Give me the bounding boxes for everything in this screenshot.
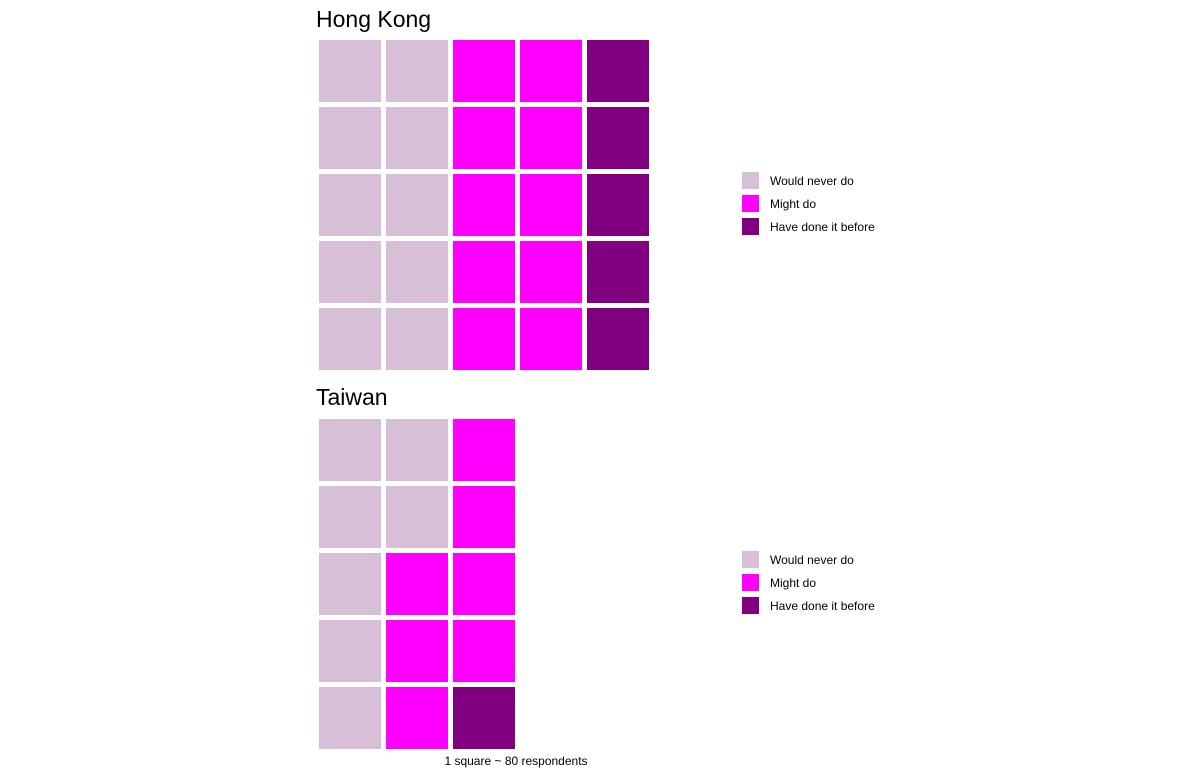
waffle-square-might-do <box>453 241 515 303</box>
waffle-square-would-never-do <box>386 419 448 481</box>
legend-swatch <box>742 218 759 235</box>
legend-label: Would never do <box>770 553 854 567</box>
waffle-square-might-do <box>453 40 515 102</box>
legend-label: Have done it before <box>770 599 875 613</box>
legend-swatch <box>742 551 759 568</box>
legend-swatch <box>742 172 759 189</box>
waffle-square-would-never-do <box>386 174 448 236</box>
waffle-square-might-do <box>520 174 582 236</box>
legend-swatch <box>742 574 759 591</box>
waffle-square-would-never-do <box>319 241 381 303</box>
waffle-square-might-do <box>386 553 448 615</box>
legend-item-might-do: Might do <box>742 195 942 213</box>
legend-swatch <box>742 597 759 614</box>
waffle-grid-hong-kong <box>319 40 659 380</box>
waffle-square-have-done-it-before <box>587 40 649 102</box>
legend-swatch <box>742 195 759 212</box>
waffle-square-would-never-do <box>319 687 381 749</box>
waffle-square-would-never-do <box>319 174 381 236</box>
waffle-square-would-never-do <box>319 107 381 169</box>
waffle-square-might-do <box>453 553 515 615</box>
waffle-square-might-do <box>453 620 515 682</box>
waffle-square-have-done-it-before <box>453 687 515 749</box>
waffle-grid-taiwan <box>319 419 659 759</box>
waffle-square-might-do <box>386 620 448 682</box>
waffle-square-might-do <box>520 40 582 102</box>
waffle-square-have-done-it-before <box>587 308 649 370</box>
waffle-square-would-never-do <box>319 620 381 682</box>
waffle-square-would-never-do <box>319 308 381 370</box>
legend-item-have-done-it-before: Have done it before <box>742 218 942 236</box>
waffle-square-have-done-it-before <box>587 107 649 169</box>
chart-title-hong-kong: Hong Kong <box>316 6 432 32</box>
legend-taiwan: Would never do Might do Have done it bef… <box>742 551 942 621</box>
waffle-square-might-do <box>453 107 515 169</box>
legend-label: Would never do <box>770 174 854 188</box>
legend-item-would-never-do: Would never do <box>742 551 942 569</box>
waffle-square-might-do <box>386 687 448 749</box>
waffle-square-would-never-do <box>319 40 381 102</box>
waffle-square-would-never-do <box>319 419 381 481</box>
waffle-square-would-never-do <box>386 486 448 548</box>
legend-item-would-never-do: Would never do <box>742 172 942 190</box>
waffle-square-have-done-it-before <box>587 241 649 303</box>
legend-label: Might do <box>770 197 817 211</box>
legend-item-might-do: Might do <box>742 574 942 592</box>
waffle-square-might-do <box>453 419 515 481</box>
chart-caption: 1 square ~ 80 respondents <box>444 754 588 768</box>
waffle-square-might-do <box>520 241 582 303</box>
waffle-square-have-done-it-before <box>587 174 649 236</box>
waffle-square-would-never-do <box>386 40 448 102</box>
legend-label: Might do <box>770 576 817 590</box>
waffle-square-would-never-do <box>319 486 381 548</box>
waffle-square-might-do <box>520 107 582 169</box>
waffle-square-might-do <box>453 486 515 548</box>
waffle-square-would-never-do <box>386 308 448 370</box>
waffle-square-might-do <box>520 308 582 370</box>
waffle-square-would-never-do <box>319 553 381 615</box>
legend-label: Have done it before <box>770 220 875 234</box>
waffle-square-would-never-do <box>386 107 448 169</box>
chart-title-taiwan: Taiwan <box>316 384 388 410</box>
legend-item-have-done-it-before: Have done it before <box>742 597 942 615</box>
legend-hong-kong: Would never do Might do Have done it bef… <box>742 172 942 242</box>
waffle-square-would-never-do <box>386 241 448 303</box>
waffle-square-might-do <box>453 174 515 236</box>
waffle-square-might-do <box>453 308 515 370</box>
